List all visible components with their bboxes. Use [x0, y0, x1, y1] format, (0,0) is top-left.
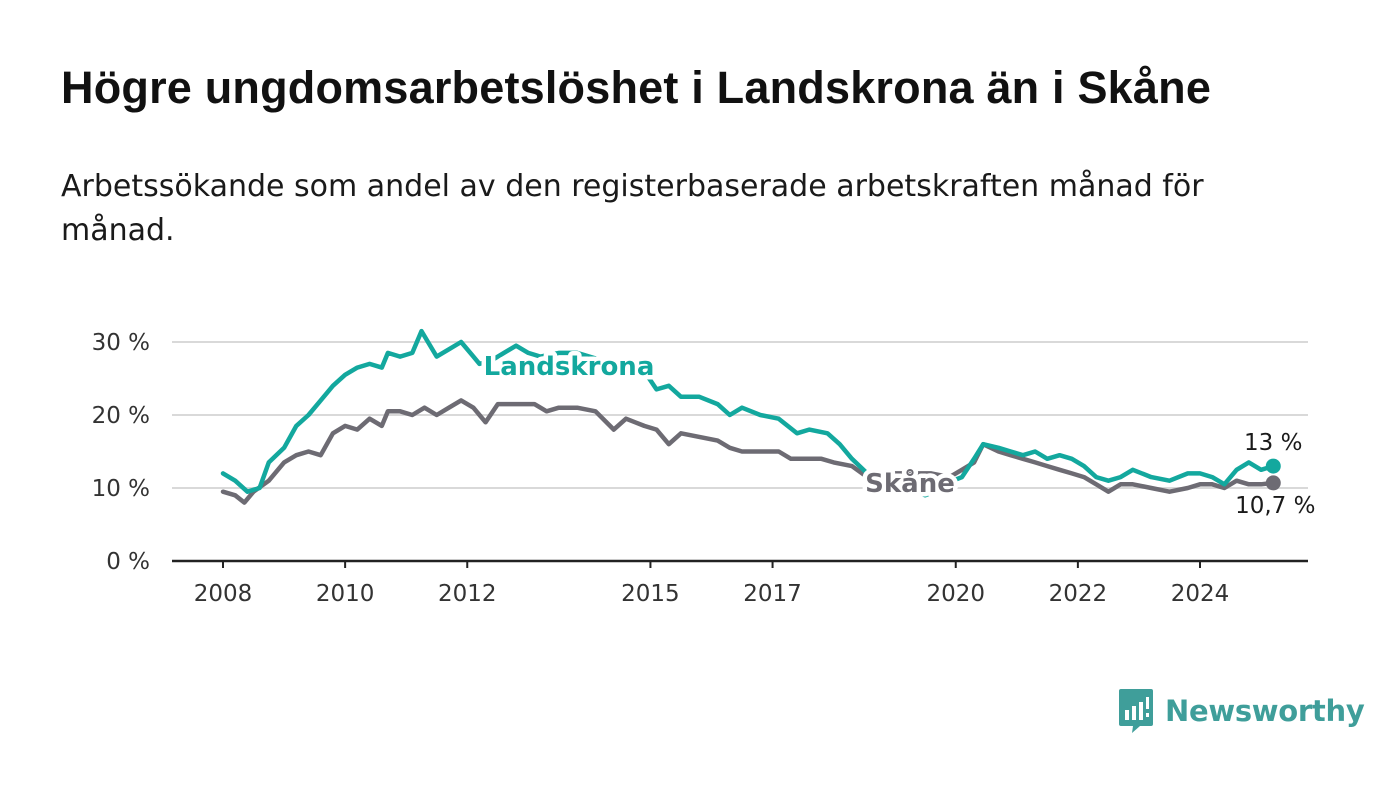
x-tick-label: 2024 — [1171, 581, 1230, 607]
x-tick-label: 2020 — [926, 581, 985, 607]
y-tick-label: 20 % — [92, 403, 150, 429]
newsworthy-brand: Newsworthy — [1118, 688, 1365, 734]
y-tick-label: 30 % — [92, 330, 150, 356]
x-tick-label: 2008 — [194, 581, 253, 607]
x-tick-label: 2010 — [316, 581, 375, 607]
series-line-skane — [220, 398, 1276, 505]
newsworthy-logo-icon — [1119, 689, 1153, 733]
y-tick-label: 10 % — [92, 476, 150, 502]
series-label-skane: Skåne — [865, 467, 955, 499]
x-tick-label: 2015 — [621, 581, 680, 607]
series-lines — [220, 328, 1281, 505]
x-tick-label: 2022 — [1049, 581, 1108, 607]
chart-title: Högre ungdomsarbetslöshet i Landskrona ä… — [61, 62, 1212, 113]
series-end-dot-landskrona — [1265, 458, 1281, 474]
brand-name: Newsworthy — [1165, 694, 1365, 728]
x-axis-ticks: 2008 2010 2012 2015 2017 2020 2022 2024 — [194, 561, 1230, 607]
chart-subtitle: Arbetssökande som andel av den registerb… — [61, 169, 1204, 248]
x-tick-label: 2017 — [743, 581, 802, 607]
y-tick-label: 0 % — [106, 549, 150, 575]
end-value-skane: 10,7 % — [1235, 493, 1315, 519]
series-label-landskrona: Landskrona — [484, 352, 655, 382]
series-label-landskrona-halo: Landskrona — [484, 352, 655, 382]
series-label-skane-halo: Skåne — [865, 467, 955, 499]
series-end-dot-skane — [1265, 475, 1281, 491]
y-axis-ticks: 0 % 10 % 20 % 30 % — [92, 330, 150, 575]
x-tick-label: 2012 — [438, 581, 497, 607]
end-value-landskrona: 13 % — [1244, 430, 1302, 456]
line-chart: 0 % 10 % 20 % 30 % 2008 2010 2012 2015 2017 2020… — [92, 328, 1315, 607]
series-line-landskrona — [220, 328, 1276, 498]
